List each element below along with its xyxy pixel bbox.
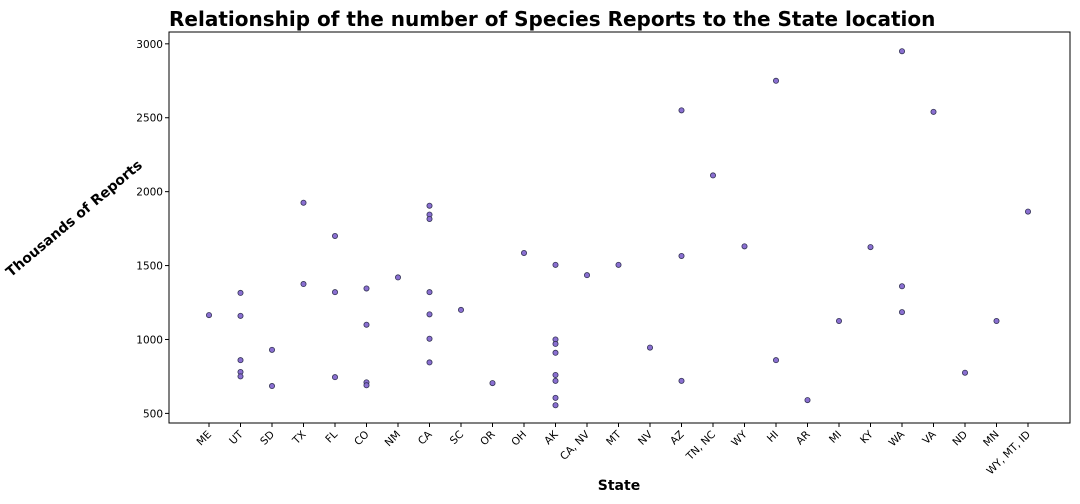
data-points	[205, 48, 1032, 409]
data-point	[363, 382, 370, 389]
x-axis-label: State	[598, 478, 640, 494]
data-point	[678, 107, 685, 114]
data-point	[584, 272, 591, 279]
data-point	[836, 317, 843, 324]
x-tick-label: CA, NV	[558, 428, 593, 463]
x-tick-label: NV	[636, 428, 656, 448]
data-point	[647, 344, 654, 351]
data-point	[331, 232, 338, 239]
data-point	[552, 261, 559, 268]
data-point	[773, 357, 780, 364]
y-tick-label: 1500	[136, 261, 163, 273]
data-point	[804, 397, 811, 404]
x-tick-label: OH	[509, 429, 529, 449]
data-point	[363, 321, 370, 328]
data-point	[331, 374, 338, 381]
data-point	[552, 394, 559, 401]
plot-area	[168, 31, 1071, 424]
x-tick-label: SD	[258, 429, 277, 448]
data-point	[300, 199, 307, 206]
data-point	[426, 335, 433, 342]
data-point	[363, 285, 370, 292]
data-point	[1025, 208, 1032, 215]
data-point	[521, 249, 528, 256]
y-tick-label: 500	[143, 408, 163, 420]
y-axis-label: Thousands of Reports	[3, 157, 145, 280]
data-point	[773, 77, 780, 84]
data-point	[899, 283, 906, 290]
data-point	[678, 377, 685, 384]
data-point	[237, 289, 244, 296]
x-tick-label: CA	[416, 428, 435, 447]
data-point	[426, 215, 433, 222]
x-tick-label: NM	[383, 429, 403, 449]
y-tick-label: 2000	[136, 187, 163, 199]
y-tick-label: 1000	[136, 334, 163, 346]
data-point	[710, 172, 717, 179]
data-point	[552, 371, 559, 378]
x-tick-label: MI	[827, 429, 844, 446]
x-tick-label: UT	[227, 428, 246, 447]
x-tick-label: MT	[604, 428, 624, 448]
data-point	[615, 261, 622, 268]
data-point	[268, 383, 275, 390]
x-tick-label: AZ	[668, 429, 687, 448]
x-tick-label: AR	[794, 429, 813, 448]
x-tick-label: ME	[195, 429, 215, 449]
data-point	[300, 281, 307, 288]
data-point	[552, 349, 559, 356]
x-tick-label: VA	[920, 428, 939, 447]
data-point	[457, 306, 464, 313]
x-tick-label: MN	[981, 429, 1001, 449]
x-tick-label: HI	[765, 429, 781, 445]
data-point	[237, 373, 244, 380]
data-point	[899, 309, 906, 316]
data-point	[426, 359, 433, 366]
y-tick-label: 3000	[136, 39, 163, 51]
data-point	[993, 317, 1000, 324]
y-axis: 500 1000 1500 2000 2500 3000	[136, 39, 169, 420]
data-point	[741, 243, 748, 250]
data-point	[962, 369, 969, 376]
y-tick-label: 2500	[136, 113, 163, 125]
x-tick-label: KY	[858, 428, 876, 446]
data-point	[426, 311, 433, 318]
data-point	[867, 244, 874, 251]
data-point	[237, 312, 244, 319]
data-point	[237, 357, 244, 364]
data-point	[552, 340, 559, 347]
x-tick-label: WA	[887, 428, 908, 449]
data-point	[678, 252, 685, 259]
chart-title: Relationship of the number of Species Re…	[169, 7, 935, 31]
data-point	[552, 402, 559, 409]
data-point	[489, 380, 496, 387]
data-point	[205, 312, 212, 319]
data-point	[331, 289, 338, 296]
data-point	[426, 202, 433, 209]
data-point	[899, 48, 906, 55]
x-tick-label: TX	[290, 429, 309, 448]
x-tick-label: TN, NC	[683, 429, 718, 464]
x-tick-label: SC	[448, 429, 466, 447]
data-point	[268, 346, 275, 353]
data-point	[930, 108, 937, 115]
x-tick-label: CO	[352, 429, 372, 449]
data-point	[552, 377, 559, 384]
x-tick-label: WY	[729, 428, 750, 449]
x-tick-label: OR	[478, 429, 497, 448]
x-tick-label: ND	[950, 429, 970, 449]
x-tick-label: AK	[542, 428, 561, 447]
data-point	[426, 289, 433, 296]
x-tick-label: FL	[323, 429, 340, 446]
data-point	[394, 274, 401, 281]
